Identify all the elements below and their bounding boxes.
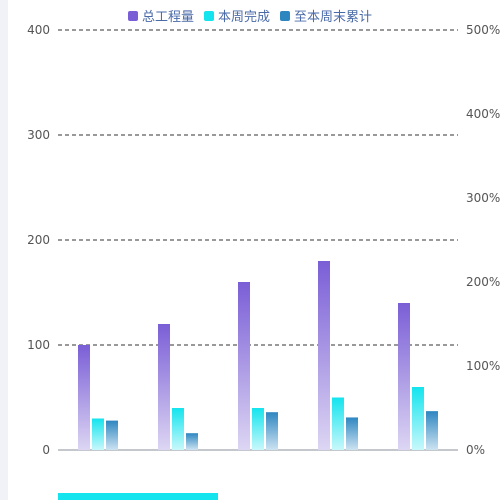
legend-item-cumulative[interactable]: 至本周末累计 — [280, 6, 372, 25]
y-right-tick-label: 200% — [466, 275, 500, 289]
legend-label-total: 总工程量 — [141, 10, 194, 25]
bar-cumulative-2[interactable] — [266, 412, 278, 450]
chart-legend: 总工程量 本周完成 至本周末累计 — [0, 6, 500, 25]
bar-total-4[interactable] — [398, 303, 410, 450]
y-right-tick-label: 300% — [466, 191, 500, 205]
y-right-tick-label: 100% — [466, 359, 500, 373]
bar-cumulative-1[interactable] — [186, 433, 198, 450]
legend-item-total[interactable]: 总工程量 — [127, 6, 194, 25]
legend-label-cumulative: 至本周末累计 — [294, 10, 373, 25]
bar-total-2[interactable] — [238, 282, 250, 450]
legend-swatch-weekly — [203, 10, 214, 21]
bar-total-3[interactable] — [318, 261, 330, 450]
y-left-tick-label: 400 — [27, 23, 50, 37]
y-right-tick-label: 400% — [466, 107, 500, 121]
bar-cumulative-4[interactable] — [426, 411, 438, 450]
y-right-tick-label: 500% — [466, 23, 500, 37]
bar-weekly-0[interactable] — [92, 418, 104, 451]
bar-weekly-1[interactable] — [172, 408, 184, 450]
legend-label-weekly: 本周完成 — [217, 10, 270, 25]
y-left-tick-label: 0 — [42, 443, 50, 457]
bar-total-1[interactable] — [158, 324, 170, 450]
bar-cumulative-0[interactable] — [106, 420, 118, 450]
legend-swatch-cumulative — [280, 10, 290, 21]
scroll-indicator[interactable] — [58, 493, 218, 500]
y-left-tick-label: 100 — [27, 338, 50, 352]
bar-weekly-2[interactable] — [252, 408, 264, 450]
bar-layer — [78, 261, 438, 450]
bar-total-0[interactable] — [78, 345, 90, 450]
left-panel-strip — [0, 0, 8, 500]
legend-swatch-total — [127, 10, 138, 21]
y-right-tick-label: 0% — [466, 443, 485, 457]
bar-weekly-3[interactable] — [332, 397, 344, 451]
bar-weekly-4[interactable] — [412, 387, 424, 450]
bar-cumulative-3[interactable] — [346, 417, 358, 450]
y-left-tick-label: 200 — [27, 233, 50, 247]
y-left-tick-label: 300 — [27, 128, 50, 142]
axis-layer: 0 100 200 300 400 0% 100% 200% 300% 400% 500% — [27, 23, 500, 457]
legend-item-weekly[interactable]: 本周完成 — [203, 6, 270, 25]
